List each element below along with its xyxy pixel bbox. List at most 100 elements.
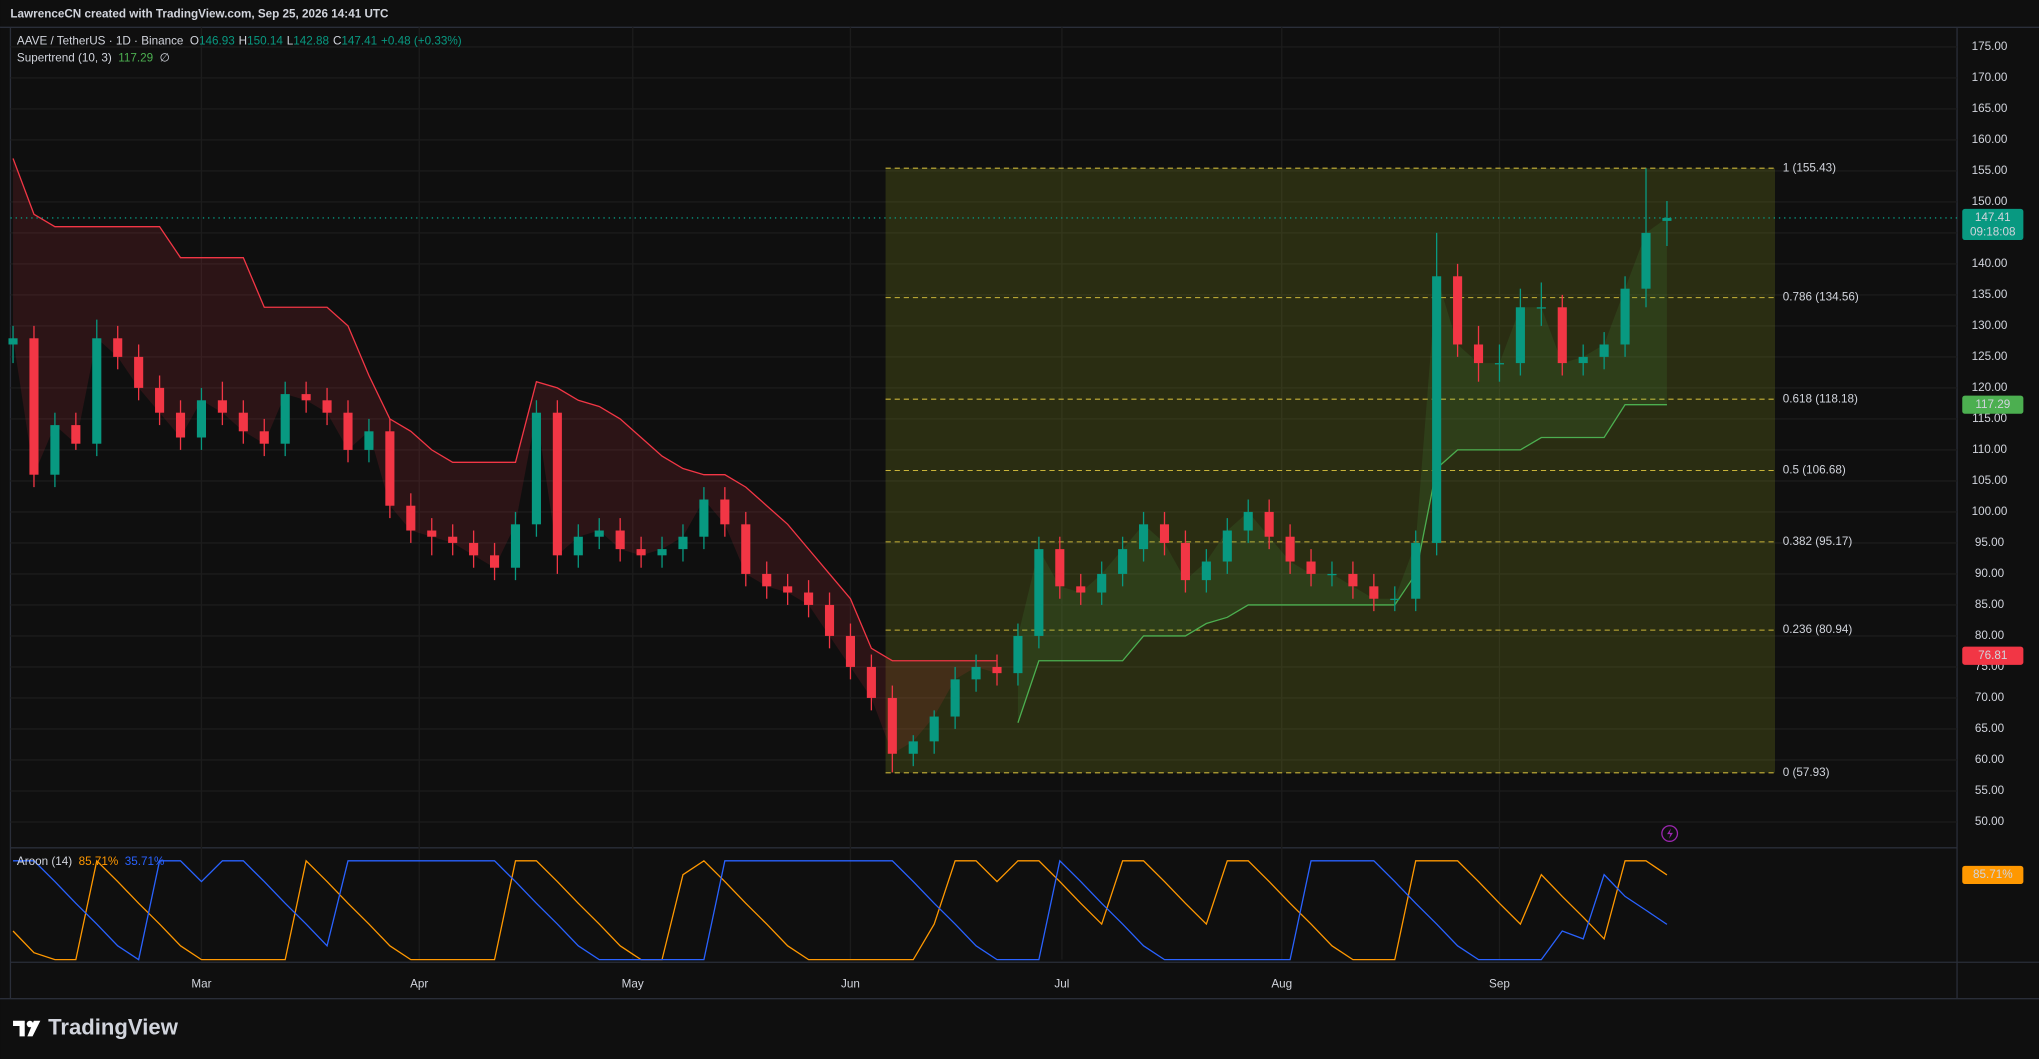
x-tick-label: Aug [1271,977,1292,990]
y-tick-label: 65.00 [1975,722,2005,735]
candle-body [71,425,81,444]
ohlc-value: 142.88 [293,35,329,48]
x-tick-label: Mar [191,977,211,990]
candle-body [1097,573,1107,593]
candle-body [971,666,981,680]
supertrend-tag: 117.29 [1975,398,2010,411]
indicator-name: Supertrend (10, 3) [17,52,112,65]
candle-body [364,431,374,450]
candle-body [908,741,918,754]
candle-body [678,536,688,550]
candle-body [657,549,667,556]
candle-body [343,412,353,450]
candle-body [1243,511,1253,531]
candle-body [866,666,876,698]
candle-body [1390,598,1400,601]
candle-body [1453,276,1463,345]
indicator-value: 85.71% [79,855,119,868]
aroon-legend: Aroon (14) 85.71% 35.71% [17,855,165,868]
candle-body [1201,561,1211,581]
candle-body [448,536,458,543]
candle-body [406,505,416,531]
candle-body [1222,530,1232,562]
candle-body [8,338,18,345]
ohlc-value: 150.14 [247,35,283,48]
fib-label: 0.5 (106.68) [1783,464,1846,477]
ohlc-letter: O [190,35,199,48]
candle-body [552,412,562,556]
candle-body [1348,573,1358,587]
y-tick-label: 135.00 [1972,288,2008,301]
indicator-name: Aroon (14) [17,855,72,868]
candle-body [280,394,290,444]
candle-body [1285,536,1295,562]
supertrend-fill [1017,217,1667,723]
candle-body [783,586,793,593]
candle-body [950,679,960,717]
candle-body [1369,586,1379,599]
x-tick-label: May [622,977,644,990]
y-tick-label: 90.00 [1975,567,2005,580]
candle-body [741,524,751,574]
candle-body [1641,232,1651,289]
candle-body [29,338,39,475]
symbol-legend: AAVE / TetherUS · 1D · Binance O146.93 H15… [17,35,462,48]
candle-body [1076,586,1086,593]
y-tick-label: 140.00 [1972,257,2008,270]
y-tick-label: 80.00 [1975,629,2005,642]
y-tick-label: 175.00 [1972,40,2008,53]
candle-body [1034,549,1044,636]
y-tick-label: 120.00 [1972,381,2008,394]
supertrend-fill [13,158,998,754]
candle-body [322,400,332,413]
candle-body [615,530,625,550]
current-price-tag-bg [1962,208,2024,241]
y-tick-label: 130.00 [1972,319,2008,332]
tradingview-logo [13,1020,41,1037]
x-tick-label: Jul [1054,977,1069,990]
y-tick-label: 170.00 [1972,71,2008,84]
aroon-tag: 85.71% [1973,868,2013,881]
y-tick-label: 155.00 [1972,164,2008,177]
aroon-tag-bg [1962,865,2024,885]
aroon-line [13,859,1668,961]
candle-body [1327,573,1337,576]
candle-body [259,431,269,444]
candle-body [1620,288,1630,345]
candle-body [175,412,186,438]
candle-body [1557,307,1567,364]
candle-body [217,400,227,413]
candle-body [385,431,395,506]
price-tag: 76.81 [1978,649,2007,662]
candle-body [573,536,583,556]
fib-label: 1 (155.43) [1783,161,1836,174]
candle-body [1411,542,1421,599]
candle-body [238,412,248,432]
candle-body [50,425,60,475]
candle-body [155,387,165,413]
aroon-line [12,859,1668,961]
y-tick-label: 85.00 [1975,598,2005,611]
candle-body [1139,524,1149,550]
alert-icon [1661,825,1679,842]
candle-body [1306,561,1316,574]
y-tick-label: 60.00 [1975,753,2005,766]
candle-body [531,412,541,525]
candle-body [1264,511,1274,537]
y-tick-label: 55.00 [1975,784,2005,797]
x-tick-label: Sep [1489,977,1510,990]
candle-body [427,530,437,537]
y-tick-label: 160.00 [1972,133,2008,146]
candle-body [510,524,521,568]
candle-body [113,338,123,357]
fib-label: 0.382 (95.17) [1783,535,1853,548]
candle-body [1662,217,1672,221]
y-tick-label: 110.00 [1972,443,2007,456]
candle-body [594,530,604,537]
candle-body [490,555,500,568]
y-tick-label: 105.00 [1972,474,2008,487]
y-tick-label: 150.00 [1972,195,2008,208]
candle-body [196,400,207,438]
candle-body [929,716,939,742]
